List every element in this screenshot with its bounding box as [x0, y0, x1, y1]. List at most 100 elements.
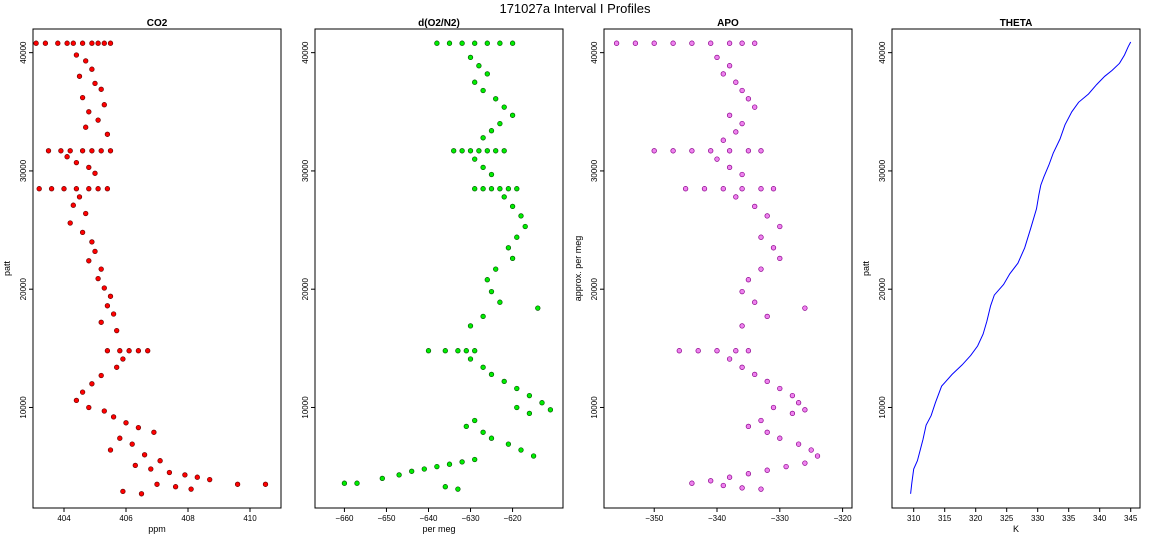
data-point [354, 480, 360, 486]
x-tick-label: 406 [119, 514, 133, 523]
plot-frame [32, 28, 282, 509]
data-point [114, 327, 120, 334]
data-point [484, 148, 490, 154]
y-tick-label: 40000 [301, 41, 310, 64]
data-point [92, 248, 98, 255]
data-point [86, 186, 92, 192]
data-point [442, 484, 448, 490]
data-point [739, 40, 745, 46]
x-tick-label: 340 [1093, 514, 1107, 523]
data-point [86, 258, 92, 264]
data-point [341, 480, 348, 486]
data-point [194, 474, 200, 480]
y-tick-label: 30000 [19, 159, 28, 182]
data-point [514, 234, 520, 240]
data-point [501, 194, 507, 200]
data-point [446, 40, 453, 46]
data-point [101, 102, 107, 108]
data-point [446, 461, 453, 467]
data-point [70, 202, 76, 208]
data-point [752, 203, 758, 210]
panel-theta: THETA 310 315 320 325 330 335 340 345 10000 20000 3… [861, 18, 1141, 534]
data-point [739, 364, 745, 370]
data-point [726, 164, 733, 171]
data-point [95, 117, 101, 123]
data-point [739, 485, 745, 491]
data-point [86, 404, 92, 411]
data-point [739, 171, 745, 178]
data-point [114, 364, 120, 370]
data-point [101, 285, 107, 291]
data-point [89, 40, 95, 46]
panel-title: d(O2/N2) [418, 18, 460, 29]
data-point [613, 40, 620, 46]
data-point [670, 40, 676, 46]
x-axis-label: per meg [422, 524, 455, 534]
data-point [745, 277, 752, 283]
data-point [777, 255, 783, 262]
data-point [764, 467, 770, 473]
data-point [83, 210, 89, 217]
y-tick-label: 20000 [301, 278, 310, 301]
x-tick-label: 408 [181, 514, 195, 523]
data-point [488, 128, 495, 134]
data-point [409, 468, 415, 474]
data-point [234, 481, 241, 487]
data-point [501, 378, 507, 385]
panel-title: CO2 [147, 18, 168, 29]
data-point [73, 159, 80, 166]
data-point [476, 63, 482, 69]
x-tick-label: −660 [335, 514, 354, 523]
data-point [110, 414, 117, 420]
data-point [789, 410, 796, 417]
data-point [154, 481, 160, 487]
data-point [107, 148, 114, 154]
data-point [720, 482, 726, 489]
data-point [117, 348, 123, 354]
y-tick-label: 40000 [19, 41, 28, 64]
data-point [514, 385, 520, 392]
data-point [783, 463, 789, 470]
data-point [472, 348, 478, 354]
data-point [123, 420, 129, 426]
data-point [758, 266, 764, 272]
data-point [64, 40, 70, 46]
data-point [505, 245, 512, 251]
data-point [509, 203, 516, 210]
x-tick-label: 345 [1124, 514, 1138, 523]
data-point [467, 356, 474, 362]
data-point [67, 220, 73, 226]
data-point [451, 148, 457, 154]
data-point [145, 348, 151, 354]
data-point [138, 491, 145, 497]
data-point [770, 186, 777, 192]
data-point [79, 389, 86, 395]
data-point [739, 288, 745, 295]
x-tick-label: −350 [645, 514, 664, 523]
data-point [726, 356, 733, 362]
data-point [488, 371, 495, 378]
data-point [752, 40, 758, 46]
page-title: 171027a Interval I Profiles [499, 1, 651, 16]
data-point [442, 348, 448, 354]
data-point [758, 186, 764, 192]
x-tick-label: −650 [377, 514, 396, 523]
data-point [98, 319, 104, 325]
data-point [758, 148, 764, 154]
data-point [726, 112, 733, 118]
data-point [726, 40, 733, 46]
y-tick-label: 10000 [19, 396, 28, 419]
data-point [480, 429, 486, 435]
panel-apo: APO −350 −340 −330 −320 10000 20000 30000 40000 a… [573, 18, 853, 523]
series-line [910, 41, 1132, 494]
data-point [689, 480, 695, 486]
data-point [95, 186, 101, 192]
data-point [682, 186, 689, 192]
y-tick-label: 40000 [590, 41, 599, 64]
data-point [802, 460, 808, 466]
data-point [714, 156, 720, 162]
data-point [701, 186, 708, 192]
data-point [689, 40, 695, 46]
x-tick-label: −620 [504, 514, 523, 523]
data-point [518, 447, 524, 453]
